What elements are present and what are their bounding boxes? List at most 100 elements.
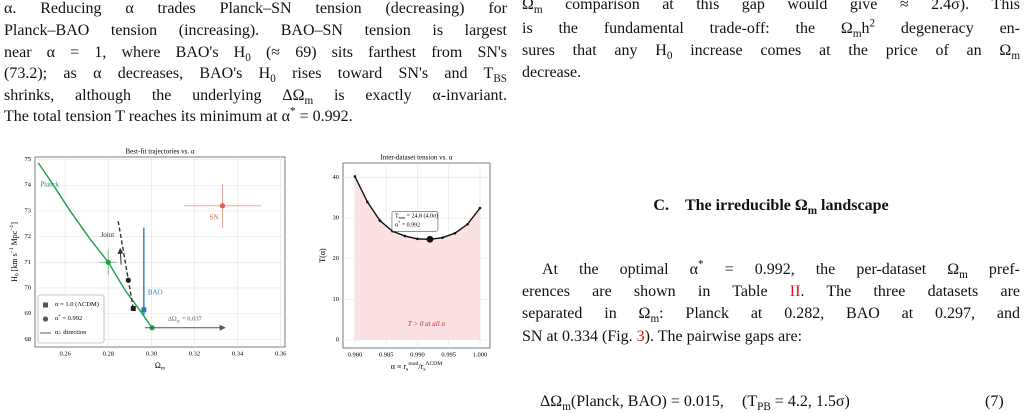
- text-run: ]: [10, 222, 19, 225]
- figure: 0.26 0.28 0.30 0.32 0.34 0.36 68 69 70 71 72 73 74 75…: [9, 148, 491, 373]
- text-run: = 4.2, 1.5σ): [770, 393, 850, 410]
- text-run: is exactly α-invariant.: [313, 87, 507, 104]
- text-run: = 0.992: [61, 315, 83, 322]
- text-run: m: [161, 366, 166, 372]
- text-line: is the fundamental trade-off: the Ωmh2 d…: [522, 18, 1020, 40]
- subscript: m: [533, 4, 543, 17]
- text-run: . The three datasets are: [800, 283, 1021, 300]
- annotation-box: [391, 210, 439, 232]
- text-run: Planck–BAO tension (increasing). BAO–SN …: [4, 22, 507, 39]
- text-run: pref-: [967, 261, 1020, 278]
- annotation-text: Tmin = 24.8 (4.0σ): [395, 213, 438, 220]
- y-tick-label: 0: [336, 336, 339, 343]
- x-tick-label: 0.32: [189, 350, 200, 357]
- equation-tension: (TPB = 4.2, 1.5σ): [742, 392, 850, 413]
- text-run: near α = 1, where BAO's H: [4, 44, 246, 61]
- point-marker: [105, 259, 111, 265]
- text-run: T > 0 at all α: [408, 320, 446, 328]
- legend-label: α↓ direction: [55, 329, 87, 336]
- note: T > 0 at all α: [408, 320, 446, 328]
- annotation-text: α* = 0.992: [395, 220, 420, 229]
- data-point: [453, 231, 457, 235]
- y-tick-label: 10: [333, 296, 340, 303]
- y-tick-label: 72: [25, 233, 32, 240]
- reference-link[interactable]: 3: [636, 328, 645, 345]
- y-tick-label: 69: [25, 310, 32, 317]
- text-run: −1: [9, 225, 15, 231]
- direction-arrow: [117, 247, 124, 265]
- minimum-marker: [426, 235, 434, 243]
- text-run: At the optimal α: [542, 261, 698, 278]
- text-run: h: [861, 20, 870, 37]
- subscript: m: [562, 401, 571, 413]
- section-number: C.: [653, 197, 669, 214]
- text-run: (73.2); as α decreases, BAO's H: [4, 65, 271, 82]
- subscript: PB: [757, 401, 771, 413]
- text-line: near α = 1, where BAO's H0 (≈ 69) sits f…: [4, 43, 508, 64]
- section-heading: C. The irreducible Ωm landscape: [522, 196, 1020, 218]
- text-run: : Planck at 0.282, BAO at 0.297, and: [659, 305, 1021, 322]
- y-tick-label: 70: [25, 284, 32, 291]
- text-run: sures that any H: [522, 42, 667, 59]
- superscript: *: [289, 105, 296, 118]
- text-run: 0: [15, 273, 21, 276]
- x-axis-label: α ≡ rsmod/rsΛCDM: [391, 361, 442, 373]
- x-axis-label: Ωm: [155, 361, 166, 372]
- x-tick-label: 0.985: [379, 351, 394, 358]
- text-run: = 0.992.: [295, 108, 353, 125]
- data-point: [403, 234, 407, 238]
- series-label: BAO: [148, 289, 163, 297]
- text-run: [km s: [10, 253, 19, 273]
- data-point: [441, 236, 444, 239]
- x-tick-label: 1.000: [473, 351, 488, 358]
- data-point: [366, 200, 369, 204]
- text-run: is the fundamental trade-off: the Ω: [522, 20, 853, 37]
- text-run: The total tension T reaches its minimum …: [4, 108, 290, 125]
- legend-label: α = 1.0 (ΛCDM): [55, 301, 99, 308]
- text-run: T(α): [318, 248, 327, 263]
- subscript: m: [650, 313, 660, 326]
- text-line: separated in Ωm: Planck at 0.282, BAO at…: [522, 304, 1021, 326]
- equation-lhs: ΔΩm(Planck, BAO) = 0.015,: [540, 392, 724, 413]
- x-tick-label: 0.34: [232, 350, 244, 357]
- area-fill: [354, 176, 480, 340]
- text-run: s: [423, 367, 425, 373]
- subscript: 0: [666, 50, 673, 63]
- y-tick-label: 20: [333, 255, 340, 262]
- subscript: m: [959, 269, 968, 282]
- text-run: /r: [418, 362, 423, 371]
- subscript: BS: [493, 73, 508, 86]
- legend-label: α* = 0.992: [55, 313, 82, 322]
- data-point: [416, 237, 419, 241]
- subscript: m: [1011, 50, 1021, 63]
- point-marker: [125, 277, 131, 283]
- y-tick-label: 30: [333, 215, 340, 222]
- point-label: SN: [210, 213, 219, 221]
- y-tick-label: 40: [333, 174, 340, 181]
- y-tick-label: 75: [25, 156, 32, 163]
- text-run: landscape: [817, 197, 889, 214]
- text-run: ΔΩ: [168, 316, 177, 323]
- trajectory-line: [37, 162, 153, 329]
- text-run: Mpc: [10, 230, 19, 247]
- chart-title: Inter-dataset tension vs. α: [381, 154, 453, 162]
- text-run: −1: [9, 247, 15, 253]
- reference-link[interactable]: II: [789, 283, 801, 300]
- data-point: [478, 206, 482, 210]
- text-line: Planck–BAO tension (increasing). BAO–SN …: [4, 21, 507, 41]
- text-run: T: [395, 214, 399, 220]
- text-run: comparison at this gap would give ≈ 2.4σ…: [542, 0, 1020, 13]
- legend-marker: [43, 302, 48, 308]
- subscript: m: [807, 205, 818, 218]
- text-line: At the optimal α* = 0.992, the per-datas…: [542, 259, 1020, 282]
- text-run: α ≡ r: [391, 362, 407, 371]
- text-run: *: [398, 220, 400, 225]
- point-marker: [130, 305, 136, 311]
- text-run: = 24.8 (4.0σ): [405, 213, 438, 220]
- data-point: [353, 175, 357, 178]
- text-line: The total tension T reaches its minimum …: [4, 105, 507, 127]
- text-run: (≈ 69) sits farthest from SN's: [250, 44, 508, 61]
- x-tick-label: 0.980: [348, 351, 363, 358]
- arrow-label: ΔΩm = 0.037: [168, 316, 203, 324]
